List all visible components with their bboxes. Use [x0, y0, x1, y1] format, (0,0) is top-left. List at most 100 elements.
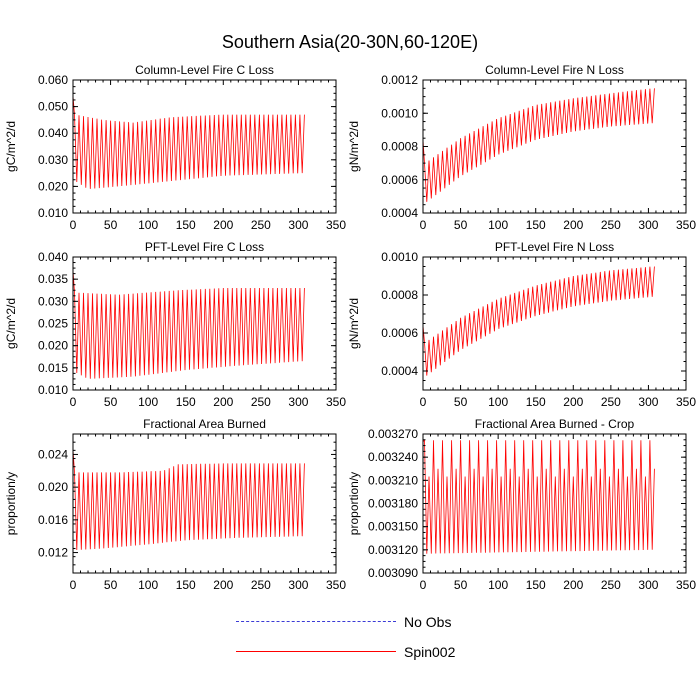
y-tick-label: 0.0006	[381, 173, 418, 187]
panel-title: Fractional Area Burned - Crop	[475, 417, 635, 431]
y-tick-label: 0.040	[38, 250, 68, 264]
series-line-spin002	[423, 439, 655, 554]
y-tick-label: 0.040	[38, 126, 68, 140]
legend-label-spin002: Spin002	[404, 644, 456, 660]
panel-5: Fractional Area Burned proportion/y 0 50 100…	[4, 417, 346, 592]
x-tick-label: 200	[213, 578, 233, 592]
x-tick-label: 250	[601, 578, 621, 592]
y-tick-label: 0.010	[38, 206, 68, 220]
x-tick-label: 150	[526, 578, 546, 592]
x-tick-label: 150	[526, 218, 546, 232]
y-tick-label: 0.050	[38, 100, 68, 114]
x-tick-label: 350	[326, 395, 346, 409]
y-tick-label: 0.0010	[381, 250, 418, 264]
y-tick-label: 0.0008	[381, 288, 418, 302]
x-tick-label: 200	[213, 218, 233, 232]
series-line-spin002	[73, 95, 305, 189]
y-tick-label: 0.020	[38, 179, 68, 193]
legend-line-spin002	[236, 651, 396, 652]
x-tick-label: 350	[326, 218, 346, 232]
x-tick-label: 250	[601, 218, 621, 232]
x-tick-label: 0	[420, 395, 427, 409]
plot-frame	[72, 433, 337, 574]
plot-frame	[422, 79, 687, 214]
x-tick-label: 50	[104, 578, 118, 592]
figure-canvas: Southern Asia(20-30N,60-120E) Column-Lev…	[4, 32, 696, 592]
panel-3: PFT-Level Fire C Loss gC/m^2/d 0 50 100 150 20…	[4, 240, 346, 409]
x-tick-label: 250	[601, 395, 621, 409]
x-tick-label: 200	[563, 578, 583, 592]
y-tick-label: 0.003150	[368, 520, 418, 534]
y-tick-label: 0.0006	[381, 326, 418, 340]
x-tick-label: 300	[288, 578, 308, 592]
y-tick-label: 0.0010	[381, 106, 418, 120]
x-tick-label: 300	[288, 218, 308, 232]
x-tick-label: 150	[176, 218, 196, 232]
panel-title: PFT-Level Fire C Loss	[145, 240, 264, 254]
y-tick-label: 0.003240	[368, 450, 418, 464]
x-tick-label: 300	[638, 218, 658, 232]
y-axis-label: gC/m^2/d	[4, 298, 18, 349]
y-tick-label: 0.030	[38, 294, 68, 308]
x-tick-label: 250	[251, 578, 271, 592]
x-tick-label: 100	[138, 218, 158, 232]
y-tick-label: 0.020	[38, 480, 68, 494]
y-tick-label: 0.0012	[381, 73, 418, 87]
y-axis-label: proportion/y	[347, 472, 361, 535]
panel-title: PFT-Level Fire N Loss	[495, 240, 614, 254]
series-line-spin002	[73, 449, 305, 551]
legend-line-no-obs	[236, 621, 396, 622]
y-tick-label: 0.003180	[368, 497, 418, 511]
x-tick-label: 200	[563, 395, 583, 409]
x-tick-label: 300	[638, 395, 658, 409]
panel-title: Column-Level Fire N Loss	[485, 63, 624, 77]
y-tick-label: 0.003210	[368, 473, 418, 487]
y-tick-label: 0.015	[38, 361, 68, 375]
x-tick-label: 150	[176, 578, 196, 592]
y-axis-label: gN/m^2/d	[347, 298, 361, 349]
y-tick-label: 0.030	[38, 153, 68, 167]
x-tick-label: 0	[420, 218, 427, 232]
x-tick-label: 50	[104, 395, 118, 409]
series-line-spin002	[423, 266, 655, 376]
series-line-spin002	[423, 88, 655, 202]
series-line-spin002	[73, 270, 305, 379]
panel-4: PFT-Level Fire N Loss gN/m^2/d 0 50 100 150 20…	[347, 240, 696, 409]
x-tick-label: 250	[251, 395, 271, 409]
y-tick-label: 0.003120	[368, 543, 418, 557]
x-tick-label: 100	[488, 218, 508, 232]
x-tick-label: 200	[563, 218, 583, 232]
x-tick-label: 50	[104, 218, 118, 232]
figure-title: Southern Asia(20-30N,60-120E)	[222, 32, 478, 52]
legend-label-no-obs: No Obs	[404, 614, 452, 630]
panel-title: Column-Level Fire C Loss	[135, 63, 274, 77]
x-tick-label: 100	[488, 395, 508, 409]
x-tick-label: 350	[326, 578, 346, 592]
x-tick-label: 300	[288, 395, 308, 409]
x-tick-label: 350	[676, 395, 696, 409]
y-axis-label: gC/m^2/d	[4, 121, 18, 172]
x-tick-label: 200	[213, 395, 233, 409]
x-tick-label: 0	[70, 578, 77, 592]
x-tick-label: 350	[676, 578, 696, 592]
y-tick-label: 0.003270	[368, 427, 418, 441]
y-tick-label: 0.0004	[381, 364, 418, 378]
x-tick-label: 0	[70, 218, 77, 232]
x-tick-label: 250	[251, 218, 271, 232]
x-tick-label: 100	[138, 578, 158, 592]
legend-item-spin002: Spin002	[236, 642, 536, 662]
legend: No Obs Spin002	[236, 612, 536, 692]
y-tick-label: 0.012	[38, 546, 68, 560]
x-tick-label: 300	[638, 578, 658, 592]
y-tick-label: 0.025	[38, 317, 68, 331]
y-tick-label: 0.060	[38, 73, 68, 87]
x-tick-label: 150	[526, 395, 546, 409]
x-tick-label: 0	[70, 395, 77, 409]
panel-1: Column-Level Fire C Loss gC/m^2/d 0 50 100 15…	[4, 63, 346, 232]
y-tick-label: 0.003090	[368, 566, 418, 580]
y-tick-label: 0.024	[38, 447, 68, 461]
x-tick-label: 50	[454, 218, 468, 232]
legend-item-no-obs: No Obs	[236, 612, 536, 632]
x-tick-label: 0	[420, 578, 427, 592]
x-tick-label: 50	[454, 395, 468, 409]
